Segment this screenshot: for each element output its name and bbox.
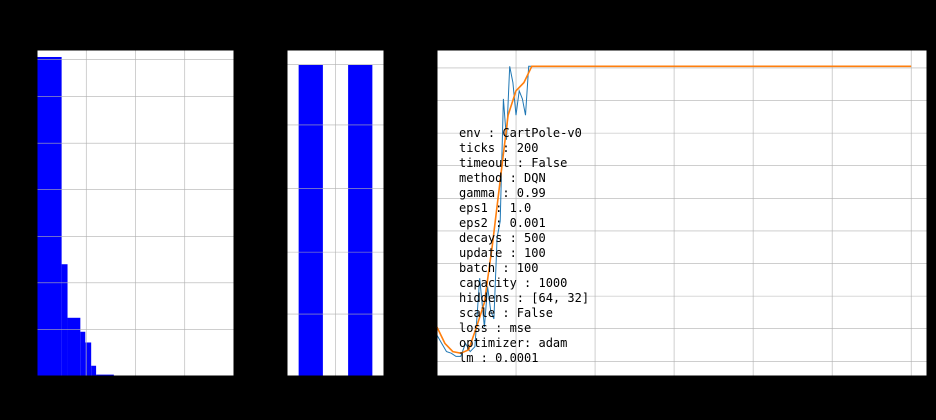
config-line: eps1 : 1.0	[459, 201, 531, 215]
histogram-bar	[91, 365, 97, 376]
axes-frame	[436, 49, 928, 377]
axes-frame	[286, 49, 385, 377]
config-line: loss : mse	[459, 321, 531, 335]
histogram-bar	[96, 374, 114, 376]
histogram-bar	[61, 264, 68, 376]
config-line: hiddens : [64, 32]	[459, 291, 589, 305]
histogram-bar	[348, 64, 373, 377]
histogram-bar	[80, 331, 86, 376]
config-line: update : 100	[459, 246, 546, 260]
training-curve-chart: env : CartPole-v0 ticks : 200 timeout : Fa…	[436, 49, 928, 377]
config-line: gamma : 0.99	[459, 186, 546, 200]
config-line: method : DQN	[459, 171, 546, 185]
series-line-2	[436, 65, 912, 355]
config-line: decays : 500	[459, 231, 546, 245]
episode-length-histogram	[36, 49, 235, 377]
axes-frame	[36, 49, 235, 377]
plot-area	[437, 50, 927, 376]
config-line: lm : 0.0001	[459, 351, 538, 365]
histogram-bar	[37, 56, 62, 376]
config-line: batch : 100	[459, 261, 538, 275]
config-text: env : CartPole-v0 ticks : 200 timeout : Fa…	[459, 126, 589, 365]
binary-outcome-histogram	[286, 49, 385, 377]
config-line: scale : False	[459, 306, 553, 320]
config-line: capacity : 1000	[459, 276, 567, 290]
histogram-bar	[298, 64, 323, 377]
config-line: env : CartPole-v0	[459, 126, 582, 140]
config-line: timeout : False	[459, 156, 567, 170]
config-line: ticks : 200	[459, 141, 538, 155]
histogram-bar	[67, 317, 81, 376]
config-line: eps2 : 0.001	[459, 216, 546, 230]
config-line: optimizer: adam	[459, 336, 567, 350]
histogram-bar	[85, 342, 92, 376]
